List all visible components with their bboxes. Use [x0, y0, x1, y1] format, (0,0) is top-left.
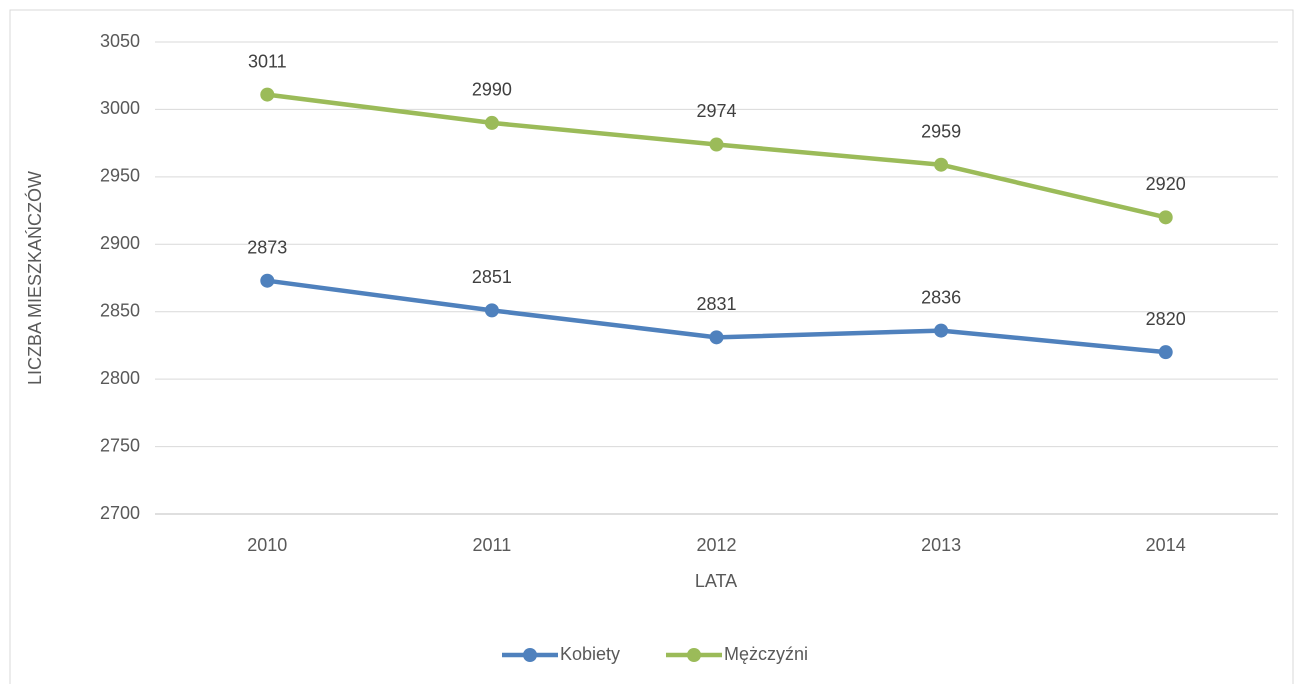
data-point [484, 115, 499, 130]
data-label: 2873 [247, 237, 287, 257]
y-tick-label: 3050 [100, 31, 140, 51]
data-label: 2831 [696, 294, 736, 314]
y-tick-label: 2800 [100, 368, 140, 388]
data-label: 2820 [1146, 309, 1186, 329]
data-point [934, 323, 949, 338]
legend-marker [687, 648, 701, 662]
data-point [934, 157, 949, 172]
data-point [484, 303, 499, 318]
data-label: 2974 [696, 101, 736, 121]
data-point [260, 87, 275, 102]
data-label: 2851 [472, 267, 512, 287]
data-label: 2836 [921, 287, 961, 307]
legend-label: Mężczyźni [724, 644, 808, 664]
data-point [709, 330, 724, 345]
data-label: 2990 [472, 80, 512, 100]
y-axis-label: LICZBA MIESZKAŃCZÓW [24, 171, 45, 385]
data-point [1158, 210, 1173, 225]
y-tick-label: 2750 [100, 435, 140, 455]
data-label: 3011 [248, 51, 287, 71]
y-tick-label: 2900 [100, 233, 140, 253]
y-tick-label: 2850 [100, 300, 140, 320]
data-point [1158, 345, 1173, 360]
x-axis-label: LATA [695, 571, 737, 591]
x-tick-label: 2012 [696, 535, 736, 555]
x-tick-label: 2013 [921, 535, 961, 555]
data-point [709, 137, 724, 152]
y-tick-label: 3000 [100, 98, 140, 118]
x-tick-label: 2014 [1146, 535, 1186, 555]
y-tick-label: 2700 [100, 503, 140, 523]
legend-marker [523, 648, 537, 662]
legend-label: Kobiety [560, 644, 620, 664]
data-point [260, 273, 275, 288]
x-tick-label: 2011 [473, 535, 512, 555]
x-tick-label: 2010 [247, 535, 287, 555]
data-label: 2920 [1146, 174, 1186, 194]
y-tick-label: 2950 [100, 166, 140, 186]
chart-border [9, 9, 1294, 684]
data-label: 2959 [921, 121, 961, 141]
